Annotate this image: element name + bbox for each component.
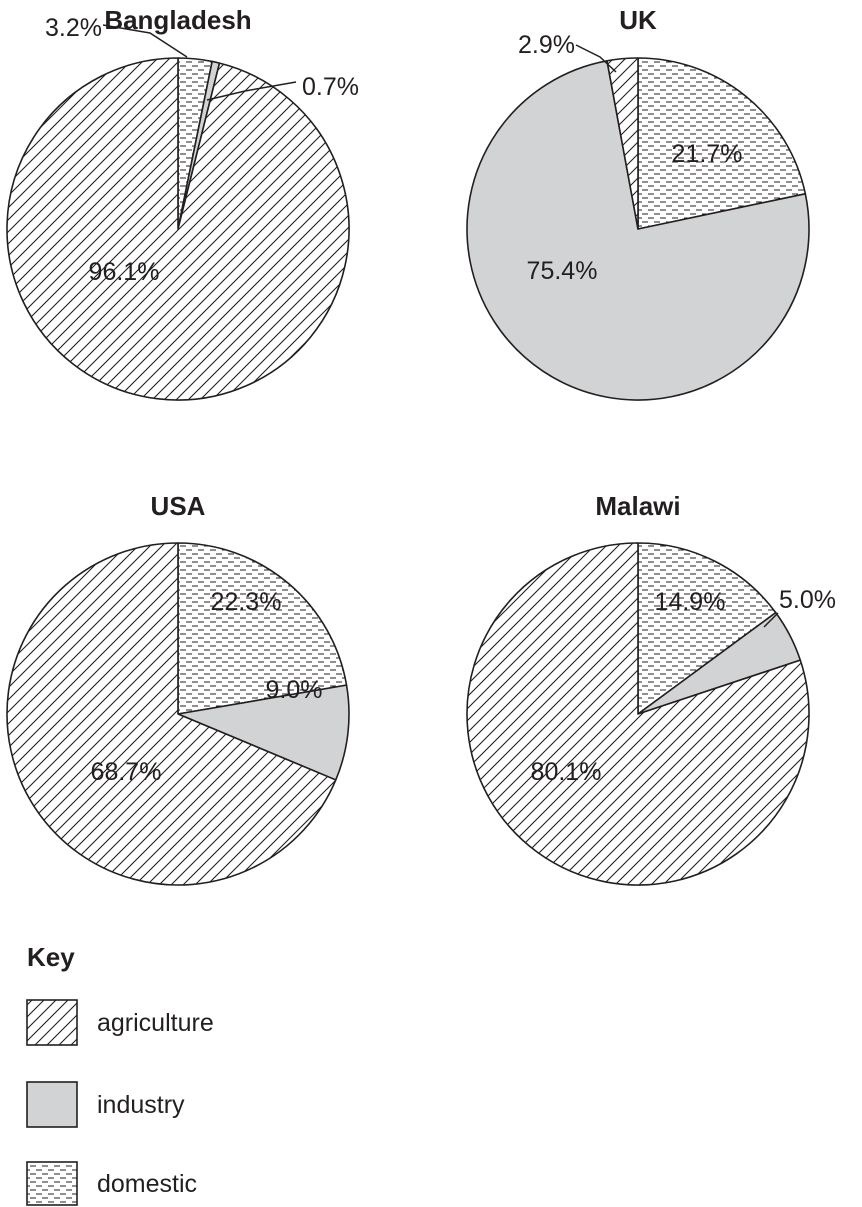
slice-label-domestic: 22.3% — [211, 588, 282, 616]
legend-label-domestic: domestic — [97, 1170, 197, 1198]
chart-title: Bangladesh — [104, 5, 251, 35]
pie-slice-domestic — [637, 542, 777, 715]
slice-label-agriculture: 2.9% — [518, 31, 575, 59]
legend-item-industry: industry — [26, 1081, 185, 1128]
chart-title: UK — [619, 5, 657, 35]
leader-line-domestic — [102, 24, 188, 58]
slice-label-agriculture: 80.1% — [531, 758, 602, 786]
leader-line-agriculture — [575, 44, 617, 73]
pie-chart-usa: USA 22.3% 9.0% 68.7% — [6, 491, 350, 886]
pie-slice-industry — [466, 60, 810, 401]
chart-title: USA — [151, 491, 206, 521]
legend-label-agriculture: agriculture — [97, 1009, 214, 1037]
leader-lines — [763, 612, 779, 628]
slice-label-domestic: 3.2% — [45, 14, 102, 42]
pie-chart-uk: UK 21.7% 75.4% 2.9% — [466, 5, 810, 401]
pie-slices — [6, 542, 350, 886]
pie-chart-bangladesh: Bangladesh 3.2% 0.7% 96.1% — [6, 5, 359, 401]
legend-swatch-industry — [26, 1081, 78, 1128]
pie-slice-agriculture — [606, 57, 639, 230]
pie-slices — [6, 57, 350, 401]
slice-label-agriculture: 68.7% — [91, 758, 162, 786]
legend-title: Key — [27, 942, 75, 972]
legend: Key agriculture industry domestic — [26, 942, 214, 1206]
legend-item-domestic: domestic — [26, 1161, 197, 1206]
pie-slice-domestic — [637, 57, 807, 230]
slice-label-domestic: 21.7% — [672, 140, 743, 168]
slice-label-agriculture: 96.1% — [89, 258, 160, 286]
leader-line-industry — [206, 81, 297, 101]
leader-lines — [102, 24, 297, 101]
pie-slices — [466, 57, 810, 401]
slice-label-industry: 5.0% — [779, 586, 836, 614]
legend-swatch-agriculture — [26, 999, 78, 1046]
legend-label-industry: industry — [97, 1091, 185, 1119]
legend-swatch-domestic — [26, 1161, 78, 1206]
slice-label-domestic: 14.9% — [655, 588, 726, 616]
pie-slice-industry — [177, 684, 350, 781]
leader-lines — [575, 44, 617, 73]
pie-slice-domestic — [177, 542, 348, 715]
legend-item-agriculture: agriculture — [26, 999, 214, 1046]
pie-slice-agriculture — [6, 542, 337, 886]
pie-slice-agriculture — [466, 542, 810, 886]
slice-label-industry: 9.0% — [266, 676, 323, 704]
chart-title: Malawi — [595, 491, 680, 521]
pie-slice-agriculture — [6, 57, 350, 401]
pie-chart-malawi: Malawi 14.9% 5.0% 80.1% — [466, 491, 836, 886]
pie-slices — [466, 542, 810, 886]
slice-label-industry: 0.7% — [302, 73, 359, 101]
slice-label-industry: 75.4% — [527, 257, 598, 285]
leader-line-industry — [763, 612, 779, 628]
